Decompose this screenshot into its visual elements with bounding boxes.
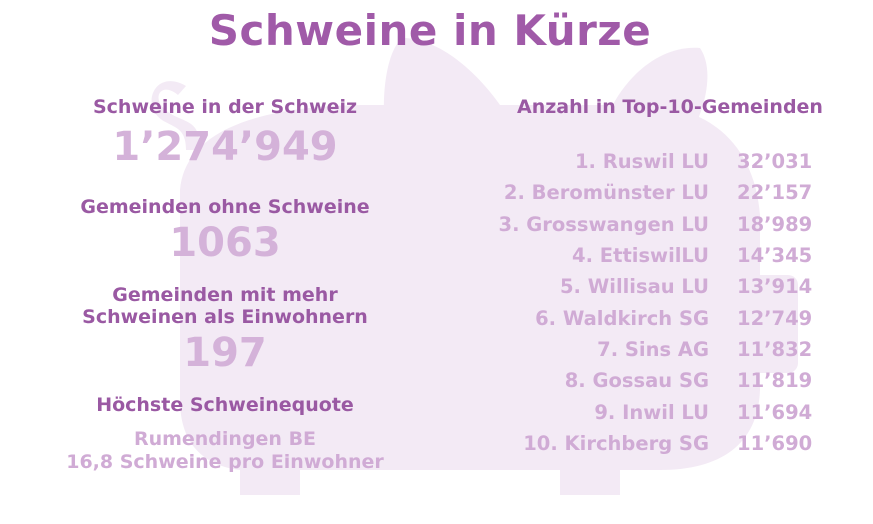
quota-value: 16,8 Schweine pro Einwohner [66, 451, 384, 473]
rank-count: 14’345 [737, 244, 813, 268]
more-pigs-label-line1: Gemeinden mit mehr [112, 284, 338, 306]
list-item: 4. EttiswilLU 14’345 [480, 240, 840, 271]
rank-name: 10. Kirchberg SG [523, 431, 709, 455]
more-pigs-label-line2: Schweinen als Einwohnern [82, 306, 368, 328]
list-item: 6. Waldkirch SG 12’749 [480, 302, 840, 333]
list-item: 3. Grosswangen LU 18’989 [480, 209, 840, 240]
rank-name: 4. EttiswilLU [572, 244, 709, 268]
rank-count: 13’914 [737, 275, 813, 299]
rank-name: 6. Waldkirch SG [535, 306, 709, 330]
rank-count: 11’690 [737, 431, 813, 455]
top10-heading: Anzahl in Top-10-Gemeinden [517, 96, 823, 118]
rank-name: 9. Inwil LU [594, 400, 709, 424]
rank-count: 11’819 [737, 369, 813, 393]
page-title: Schweine in Kürze [208, 6, 652, 55]
rank-count: 11’694 [737, 400, 813, 424]
total-pigs-value: 1’274’949 [112, 124, 338, 170]
list-item: 5. Willisau LU 13’914 [480, 271, 840, 302]
stats-column: Schweine in der Schweiz 1’274’949 Gemein… [40, 96, 410, 474]
quota-label: Höchste Schweinequote [96, 394, 354, 416]
rank-name: 5. Willisau LU [559, 275, 709, 299]
rank-count: 18’989 [737, 212, 813, 236]
without-pigs-label: Gemeinden ohne Schweine [80, 196, 370, 218]
list-item: 2. Beromünster LU 22’157 [480, 177, 840, 208]
rank-name: 3. Grosswangen LU [498, 212, 709, 236]
list-item: 7. Sins AG 11’832 [480, 334, 840, 365]
list-item: 8. Gossau SG 11’819 [480, 365, 840, 396]
list-item: 1. Ruswil LU 32’031 [480, 146, 840, 177]
list-item: 9. Inwil LU 11’694 [480, 396, 840, 427]
without-pigs-value: 1063 [169, 220, 281, 266]
rank-name: 1. Ruswil LU [574, 150, 709, 174]
rank-name: 8. Gossau SG [564, 369, 709, 393]
quota-place: Rumendingen BE [133, 428, 317, 450]
rank-count: 12’749 [737, 306, 813, 330]
top10-list: 1. Ruswil LU 32’031 2. Beromünster LU 22’1… [480, 146, 840, 459]
rank-name: 7. Sins AG [597, 337, 709, 361]
rank-count: 11’832 [737, 337, 813, 361]
rank-name: 2. Beromünster LU [503, 181, 709, 205]
rank-count: 32’031 [737, 150, 813, 174]
total-pigs-label: Schweine in der Schweiz [92, 96, 358, 118]
rank-count: 22’157 [737, 181, 813, 205]
list-item: 10. Kirchberg SG 11’690 [480, 428, 840, 459]
more-pigs-value: 197 [183, 330, 267, 376]
